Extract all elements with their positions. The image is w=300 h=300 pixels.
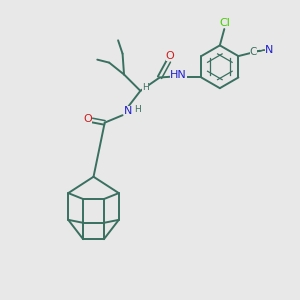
Text: O: O [83,114,92,124]
Text: C: C [250,47,257,57]
Text: HN: HN [170,70,187,80]
Text: H: H [134,105,141,114]
Text: H: H [142,83,149,92]
Text: Cl: Cl [220,18,231,28]
Text: N: N [124,106,132,116]
Text: O: O [166,51,175,61]
Text: N: N [265,44,273,55]
